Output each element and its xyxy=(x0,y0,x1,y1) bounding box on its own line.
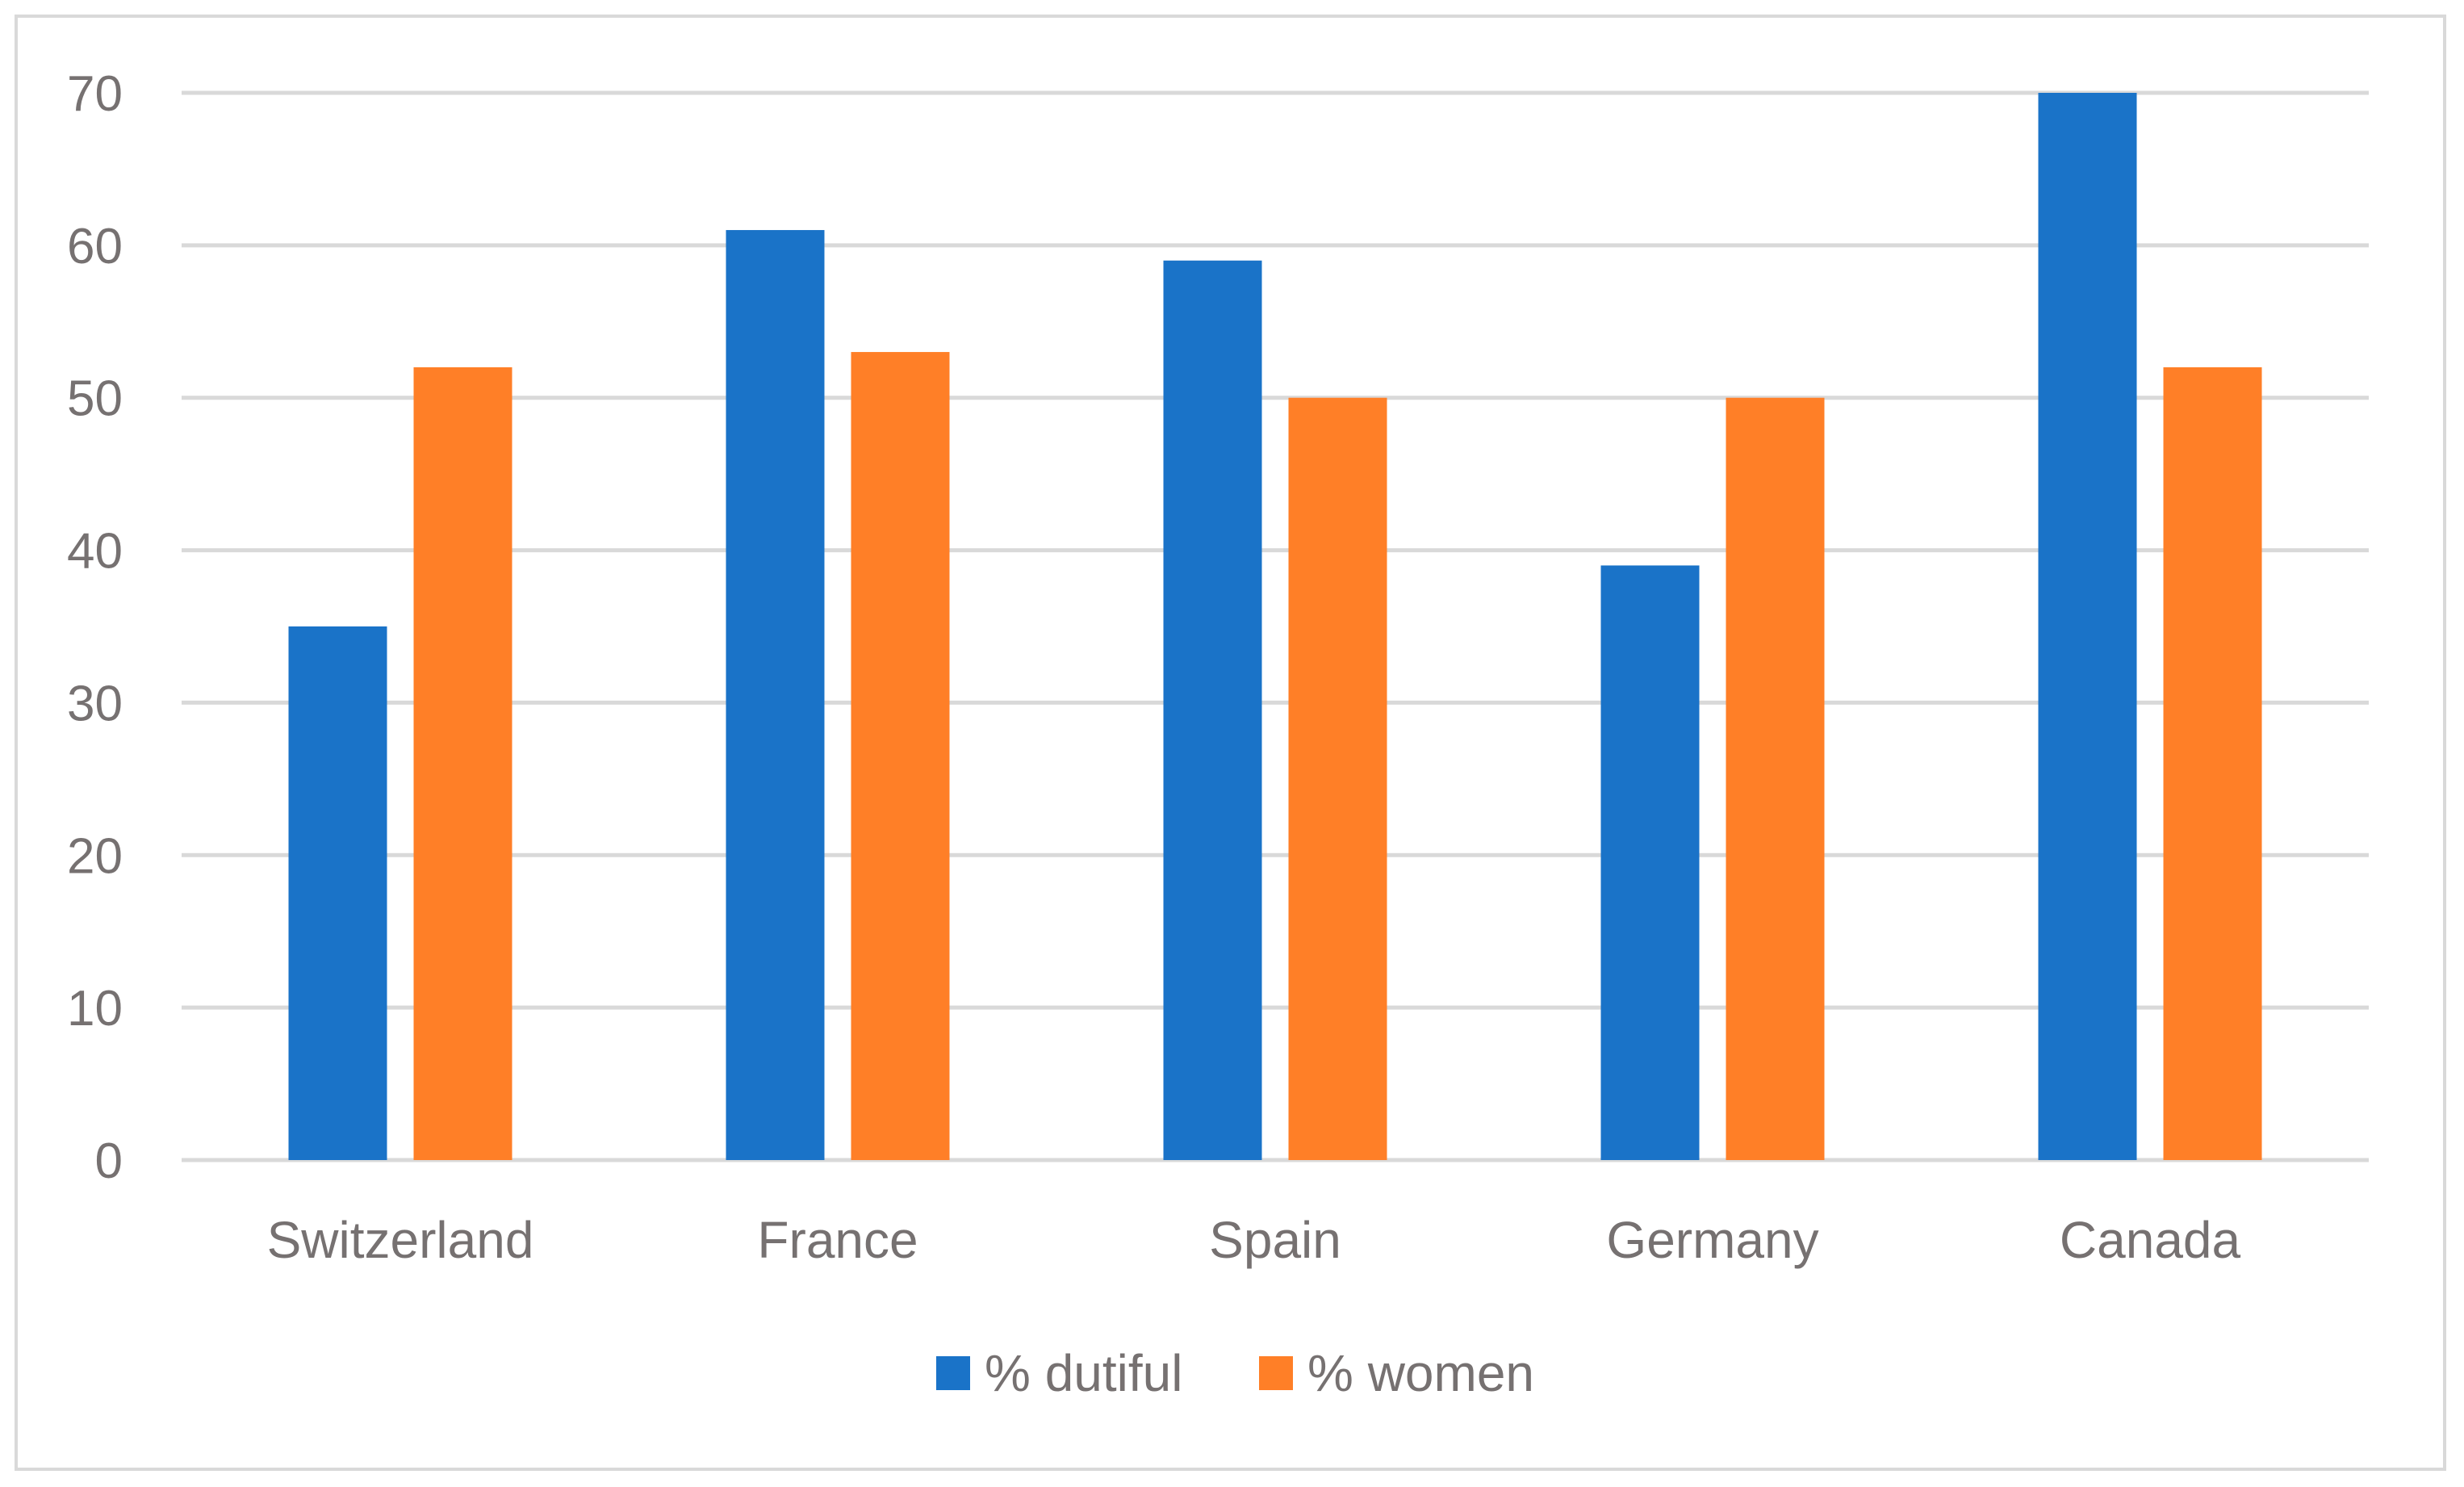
bar-women-canada xyxy=(2163,367,2262,1160)
x-category-label: France xyxy=(757,1211,918,1269)
y-tick-label: 30 xyxy=(67,676,123,731)
y-tick-label: 0 xyxy=(95,1133,123,1189)
y-tick-label: 10 xyxy=(67,981,123,1037)
bar-women-germany xyxy=(1726,397,1825,1160)
x-category-label: Switzerland xyxy=(267,1211,534,1269)
y-tick-label: 40 xyxy=(67,524,123,580)
bar-dutiful-france xyxy=(726,229,825,1160)
legend: % dutiful % women xyxy=(936,1344,1534,1402)
y-tick-label: 50 xyxy=(67,371,123,427)
bar-dutiful-germany xyxy=(1600,565,1700,1160)
y-tick-label: 20 xyxy=(67,828,123,884)
legend-label: % dutiful xyxy=(985,1344,1182,1402)
gridlines xyxy=(182,90,2369,1162)
x-category-label: Canada xyxy=(2060,1211,2241,1269)
y-tick-label: 60 xyxy=(67,219,123,274)
y-axis-tick-labels: 0 10 20 30 40 50 60 70 xyxy=(67,66,123,1189)
legend-label: % women xyxy=(1307,1344,1534,1402)
bar-dutiful-switzerland xyxy=(288,626,387,1160)
bars xyxy=(288,93,2262,1160)
legend-swatch xyxy=(1259,1356,1293,1390)
legend-swatch xyxy=(936,1356,970,1390)
x-axis-category-labels: Switzerland France Spain Germany Canada xyxy=(267,1211,2241,1269)
y-tick-label: 70 xyxy=(67,66,123,122)
bar-dutiful-canada xyxy=(2038,93,2137,1160)
x-category-label: Germany xyxy=(1606,1211,1818,1269)
bar-women-france xyxy=(851,352,950,1160)
bar-women-switzerland xyxy=(413,367,512,1160)
x-category-label: Spain xyxy=(1209,1211,1341,1269)
bar-dutiful-spain xyxy=(1163,260,1262,1160)
bar-women-spain xyxy=(1288,397,1387,1160)
